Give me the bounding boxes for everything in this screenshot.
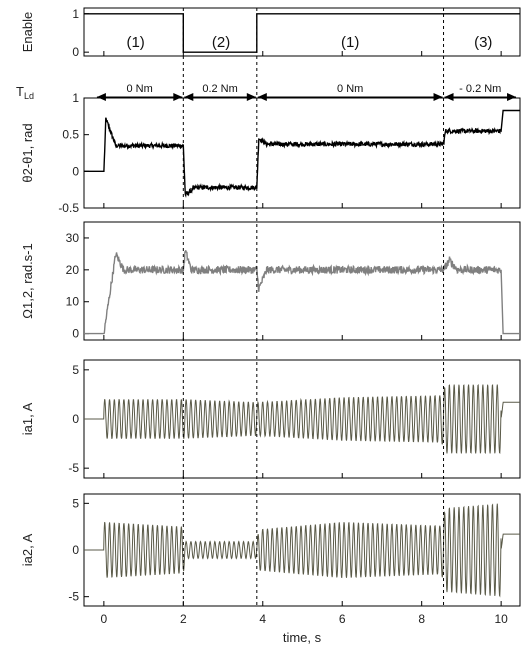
load-torque-value: 0 Nm <box>337 83 363 95</box>
event-lines <box>182 8 445 606</box>
y-tick-label-enable: 0 <box>72 45 79 59</box>
y-tick-label-ia2: 0 <box>72 543 79 557</box>
phase-label: (3) <box>474 34 492 51</box>
series-line-theta <box>84 109 520 198</box>
y-tick-label-enable: 1 <box>72 7 79 21</box>
y-axis-label-omega: Ω1,2, rad.s-1 <box>20 243 35 318</box>
arrow-head-left <box>257 93 267 101</box>
series-line-enable <box>84 13 520 53</box>
arrow-head-right <box>246 93 256 101</box>
panel-frame-enable <box>83 7 521 57</box>
x-tick-label: 8 <box>418 612 425 626</box>
series-line-ia2 <box>84 503 520 598</box>
x-tick-label: 2 <box>180 612 187 626</box>
x-tick-label: 6 <box>339 612 346 626</box>
phase-label: (2) <box>212 34 230 51</box>
x-tick-label: 0 <box>101 612 108 626</box>
panel-frame-omega <box>83 221 521 341</box>
phase-labels: (1) (2) (1) (3) <box>126 34 492 51</box>
panel-ia1: -5 0 5 ia1, A <box>20 359 521 479</box>
y-tick-label-theta: -0.5 <box>58 201 79 215</box>
load-torque-annotation: TLd 0 Nm 0.2 Nm 0 Nm - 0.2 Nm <box>16 83 517 101</box>
y-tick-label-ia1: -5 <box>68 461 79 475</box>
x-tick-label: 10 <box>494 612 508 626</box>
y-tick-label-omega: 10 <box>66 295 80 309</box>
y-tick-label-omega: 20 <box>66 263 80 277</box>
x-tick-label: 4 <box>259 612 266 626</box>
y-tick-label-ia2: -5 <box>68 590 79 604</box>
y-axis-label-enable: Enable <box>20 12 35 52</box>
phase-label: (1) <box>126 34 144 51</box>
panel-theta: -0.5 0 0.5 1 θ2-θ1, rad <box>20 91 521 215</box>
panel-omega: 0 10 20 30 Ω1,2, rad.s-1 <box>20 221 521 341</box>
series-line-omega <box>84 250 520 335</box>
arrow-head-right <box>433 93 443 101</box>
arrow-head-right <box>507 93 517 101</box>
arrow-head-right <box>173 93 183 101</box>
y-tick-label-omega: 30 <box>66 231 80 245</box>
series-line-ia1 <box>84 384 520 454</box>
y-tick-label-ia1: 0 <box>72 412 79 426</box>
y-axis-label-ia1: ia1, A <box>20 402 35 435</box>
panel-ia2: -5 0 5 0 2 4 6 8 10 ia2, A <box>20 493 521 626</box>
y-tick-label-theta: 1 <box>72 91 79 105</box>
load-torque-value: 0.2 Nm <box>202 83 237 95</box>
y-tick-label-omega: 0 <box>72 327 79 341</box>
phase-label: (1) <box>341 34 359 51</box>
y-tick-label-ia2: 5 <box>72 496 79 510</box>
load-torque-label: TLd <box>16 84 34 101</box>
y-tick-label-theta: 0 <box>72 164 79 178</box>
panel-frame-theta <box>83 97 521 209</box>
y-tick-label-ia1: 5 <box>72 363 79 377</box>
x-axis-label: time, s <box>283 630 322 645</box>
arrow-head-left <box>96 93 106 101</box>
load-torque-value: 0 Nm <box>126 83 152 95</box>
panel-enable: 0 1 Enable <box>20 7 521 59</box>
y-tick-label-theta: 0.5 <box>62 128 79 142</box>
load-torque-value: - 0.2 Nm <box>459 83 501 95</box>
arrow-head-left <box>444 93 454 101</box>
y-axis-label-theta: θ2-θ1, rad <box>20 123 35 182</box>
y-axis-label-ia2: ia2, A <box>20 533 35 566</box>
arrow-head-left <box>184 93 194 101</box>
